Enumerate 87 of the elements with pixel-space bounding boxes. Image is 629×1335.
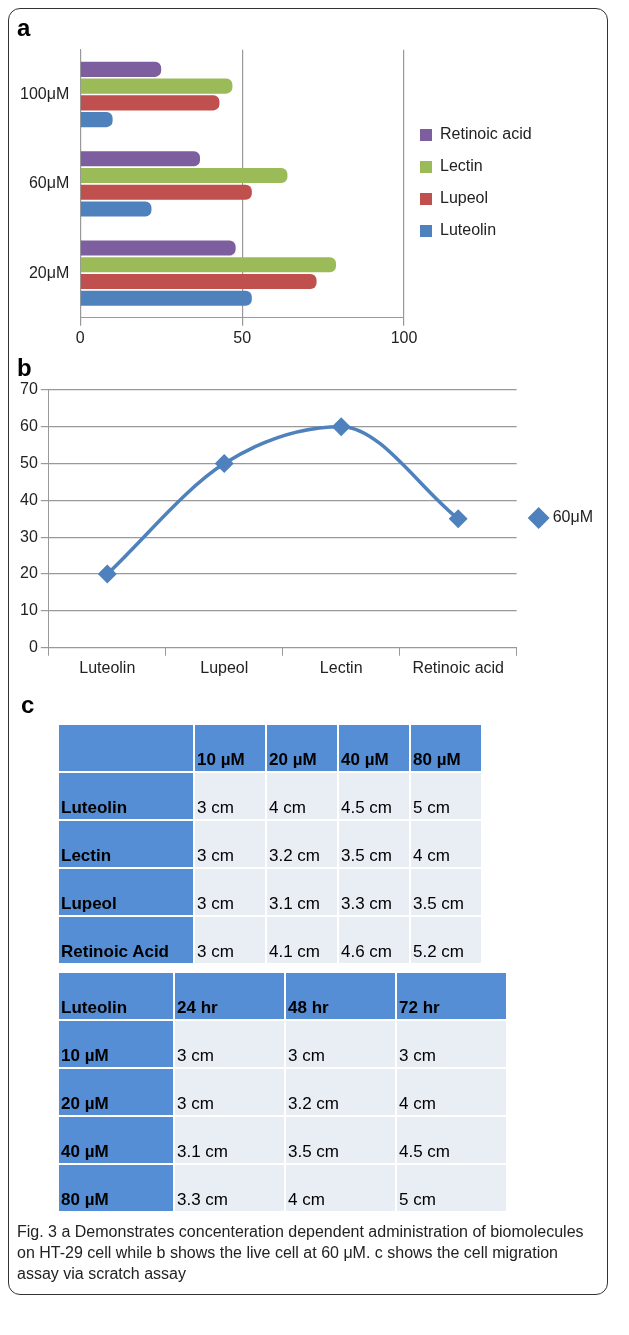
text: 3.5 cm: [413, 894, 465, 913]
text: 4.5 cm: [399, 1142, 451, 1161]
y-tick-label: 20μM: [28, 263, 70, 281]
bar: [80, 257, 337, 273]
text: c: [21, 691, 36, 719]
text: 4.5 cm: [341, 798, 393, 817]
category-label: Luteolin: [61, 798, 128, 817]
y-tick-label: 60: [20, 417, 38, 435]
bar: [80, 61, 162, 77]
bar: [80, 184, 252, 200]
y-tick-label: 50: [20, 453, 38, 471]
category-label: 24 hr: [175, 973, 284, 1019]
bar: [80, 95, 220, 111]
text: 3.3 cm: [177, 1190, 229, 1209]
text: 3 cm: [288, 1046, 325, 1065]
legend-label: Lupeol: [440, 189, 489, 207]
point: [449, 510, 467, 528]
y-tick-label: 20: [20, 564, 38, 582]
x-tick-label: Lupeol: [200, 658, 249, 676]
text: 3.3 cm: [341, 894, 393, 913]
text: 4 cm: [413, 846, 450, 865]
category-label: 20 µM: [267, 725, 337, 771]
point: [215, 454, 233, 473]
text: 4 cm: [399, 1094, 436, 1113]
category-label: 80 µM: [61, 1190, 109, 1209]
text: 3 cm: [197, 942, 234, 961]
category-label: 80 µM: [411, 725, 481, 771]
text: 5.2 cm: [413, 942, 465, 961]
x-tick-label: Luteolin: [79, 658, 136, 676]
category-label: 40 µM: [339, 725, 409, 771]
y-tick-label: 30: [20, 527, 38, 545]
text: 3.5 cm: [288, 1142, 340, 1161]
point: [332, 417, 350, 436]
category-label: 20 µM: [61, 1094, 109, 1113]
category-label: 10 µM: [195, 725, 265, 771]
text: 3 cm: [399, 1046, 436, 1065]
bar: [80, 78, 233, 94]
y-tick-label: 100μM: [19, 84, 70, 102]
y-tick-label: 0: [28, 638, 38, 656]
category-label: Lupeol: [61, 894, 117, 913]
category-label: Lectin: [61, 846, 112, 865]
caption: Fig. 3 a Demonstrates concenteration dependent administration of biomolecules on HT-29 cell while b shows the live cell at 60 μM. c shows the cell migration assay via scratch assay: [17, 1222, 585, 1284]
text: 5 cm: [413, 798, 450, 817]
text: 5 cm: [399, 1190, 436, 1209]
y-tick-label: 10: [20, 601, 38, 619]
text: 3 cm: [197, 798, 234, 817]
category-label: 40 µM: [61, 1142, 109, 1161]
text: 4 cm: [288, 1190, 325, 1209]
bar: [80, 201, 152, 217]
bar: [80, 151, 201, 167]
category-label: 72 hr: [397, 973, 506, 1019]
text: 3.1 cm: [269, 894, 321, 913]
text: 4.1 cm: [269, 942, 321, 961]
x-tick-label: 100: [390, 328, 418, 346]
bar: [80, 240, 236, 256]
x-tick-label: 0: [75, 328, 85, 346]
x-tick-label: Lectin: [319, 658, 363, 676]
text: 4 cm: [269, 798, 306, 817]
text: 3.5 cm: [341, 846, 393, 865]
text: 3.2 cm: [288, 1094, 340, 1113]
bar: [80, 167, 288, 183]
legend-label: Lectin: [440, 157, 483, 175]
category-label: Retinoic Acid: [61, 942, 169, 961]
text: Luteolin: [59, 973, 173, 1019]
text: 3.1 cm: [177, 1142, 229, 1161]
category-label: 10 µM: [61, 1046, 109, 1065]
y-tick-label: 60μM: [28, 174, 70, 192]
text: 3.2 cm: [269, 846, 321, 865]
point: [98, 565, 117, 583]
category-label: 48 hr: [286, 973, 395, 1019]
chart-title: a: [17, 14, 31, 42]
text: 3 cm: [197, 846, 234, 865]
legend-label: Retinoic acid: [440, 125, 532, 143]
legend-label: 60μM: [552, 508, 593, 526]
bar: [80, 112, 113, 128]
y-tick-label: 40: [20, 490, 38, 508]
x-tick-label: Retinoic acid: [412, 658, 504, 676]
x-tick-label: 50: [233, 328, 252, 346]
text: 3 cm: [177, 1094, 214, 1113]
chart-title: b: [17, 354, 32, 382]
text: 4.6 cm: [341, 942, 393, 961]
y-tick-label: 70: [20, 380, 38, 398]
bar: [80, 290, 252, 306]
bar: [80, 273, 317, 290]
legend-label: Luteolin: [440, 221, 497, 239]
text: 3 cm: [177, 1046, 214, 1065]
text: 3 cm: [197, 894, 234, 913]
